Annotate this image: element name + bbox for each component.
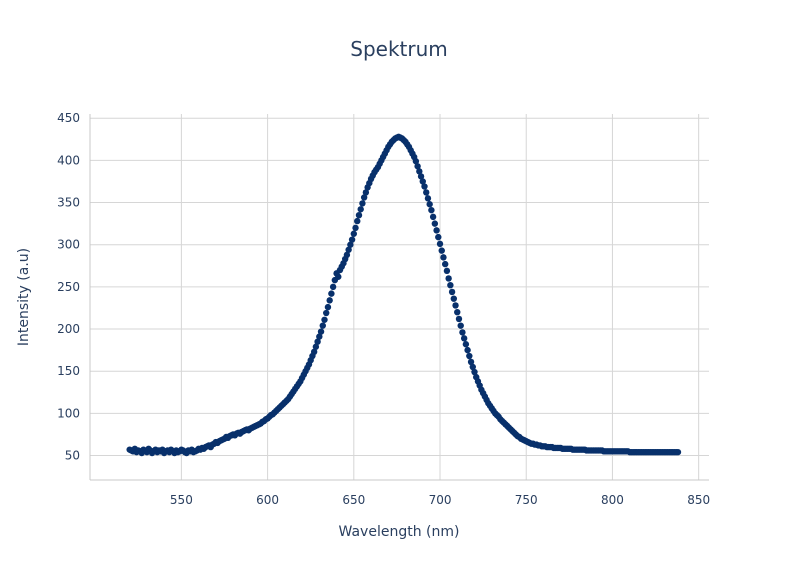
data-point[interactable] <box>352 224 359 232</box>
x-tick-label: 850 <box>687 493 710 507</box>
data-point[interactable] <box>354 217 361 225</box>
data-point[interactable] <box>310 348 318 356</box>
y-tick-label: 100 <box>57 406 80 420</box>
data-point[interactable] <box>412 158 420 165</box>
data-point[interactable] <box>426 201 433 208</box>
chart-title: Spektrum <box>350 37 448 61</box>
data-point[interactable] <box>441 260 449 268</box>
data-point[interactable] <box>417 173 425 180</box>
data-point[interactable] <box>443 267 451 275</box>
data-point[interactable] <box>423 189 430 196</box>
data-point[interactable] <box>414 163 421 170</box>
data-point[interactable] <box>435 233 442 241</box>
x-tick-label: 550 <box>170 493 193 507</box>
data-point[interactable] <box>440 254 447 261</box>
y-tick-label: 250 <box>57 280 80 294</box>
data-point[interactable] <box>454 308 461 316</box>
data-point[interactable] <box>464 346 471 354</box>
data-point[interactable] <box>329 283 337 291</box>
data-point[interactable] <box>350 230 358 237</box>
y-tick-label: 150 <box>57 364 80 378</box>
data-point[interactable] <box>455 315 463 323</box>
data-point[interactable] <box>471 368 478 376</box>
data-point[interactable] <box>343 251 351 259</box>
data-point[interactable] <box>460 335 468 342</box>
x-tick-label: 800 <box>601 493 624 507</box>
data-point[interactable] <box>433 227 440 234</box>
data-point[interactable] <box>316 333 323 340</box>
data-point[interactable] <box>326 297 333 304</box>
data-point[interactable] <box>467 358 475 366</box>
data-points <box>126 133 682 457</box>
y-axis-title: Intensity (a.u) <box>16 248 32 346</box>
data-point[interactable] <box>450 295 458 302</box>
data-point[interactable] <box>360 194 368 201</box>
data-point[interactable] <box>319 322 326 329</box>
data-point[interactable] <box>457 322 464 329</box>
y-tick-label: 450 <box>57 111 80 125</box>
grid-layer <box>90 114 709 480</box>
data-point[interactable] <box>323 309 330 317</box>
data-point[interactable] <box>429 213 437 221</box>
data-point[interactable] <box>419 178 426 185</box>
x-tick-label: 700 <box>429 493 452 507</box>
data-point[interactable] <box>469 363 476 371</box>
y-tick-label: 300 <box>57 238 80 252</box>
y-tick-label: 350 <box>57 196 80 210</box>
y-tick-label: 400 <box>57 153 80 167</box>
data-point[interactable] <box>674 448 682 456</box>
data-point[interactable] <box>431 220 439 227</box>
data-point[interactable] <box>317 328 325 335</box>
data-point[interactable] <box>321 316 328 323</box>
data-point[interactable] <box>328 290 335 297</box>
y-tick-label: 50 <box>65 449 80 463</box>
data-point[interactable] <box>357 206 364 213</box>
data-point[interactable] <box>335 273 342 280</box>
data-point[interactable] <box>362 189 370 196</box>
data-point[interactable] <box>348 236 356 243</box>
x-axis-title: Wavelength (nm) <box>339 524 460 540</box>
tick-labels: 550 600 650 700 750 800 850 50 100 150 200 250 300 35… <box>57 111 710 507</box>
data-point[interactable] <box>355 211 363 219</box>
data-point[interactable] <box>312 343 320 350</box>
data-point[interactable] <box>416 168 423 175</box>
data-point[interactable] <box>466 352 473 360</box>
y-tick-label: 200 <box>57 322 80 336</box>
data-point[interactable] <box>324 303 332 311</box>
data-point[interactable] <box>438 247 445 254</box>
x-tick-label: 600 <box>256 493 279 507</box>
data-point[interactable] <box>445 275 452 282</box>
data-point[interactable] <box>428 206 435 214</box>
data-point[interactable] <box>314 338 321 345</box>
data-point[interactable] <box>448 288 456 296</box>
data-point[interactable] <box>462 341 470 348</box>
data-point[interactable] <box>347 241 354 248</box>
x-tick-label: 750 <box>515 493 538 507</box>
data-point[interactable] <box>345 246 352 253</box>
data-point[interactable] <box>421 183 428 190</box>
data-point[interactable] <box>452 302 459 309</box>
axes-layer <box>89 114 709 481</box>
data-point[interactable] <box>447 281 454 289</box>
data-point[interactable] <box>359 200 366 207</box>
data-point[interactable] <box>424 195 432 202</box>
x-tick-label: 650 <box>342 493 365 507</box>
data-point[interactable] <box>436 240 444 248</box>
data-point[interactable] <box>459 329 466 336</box>
